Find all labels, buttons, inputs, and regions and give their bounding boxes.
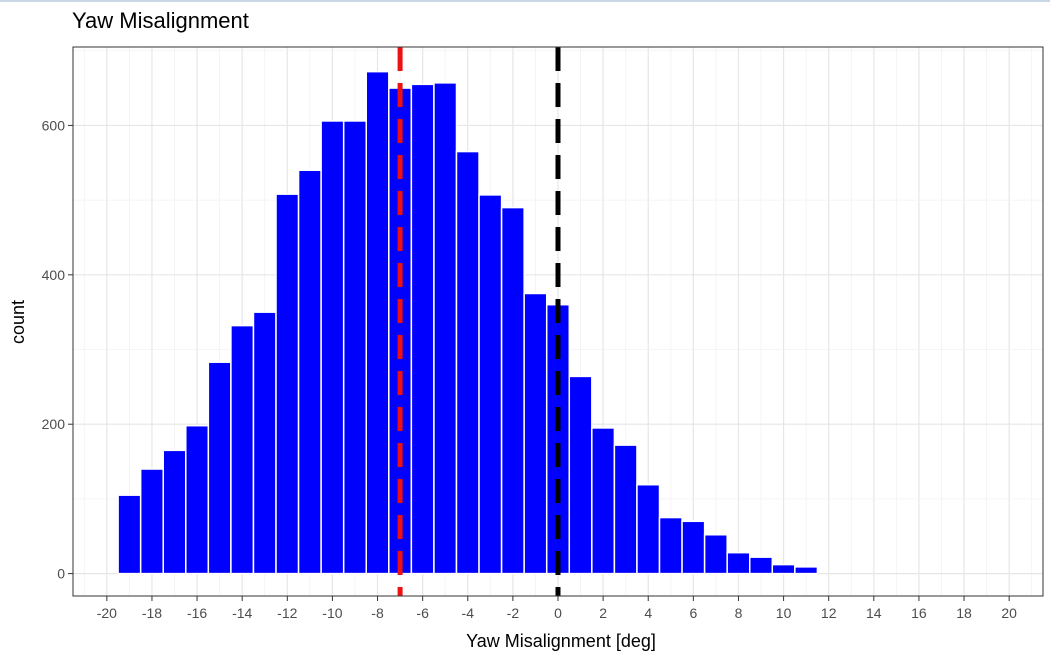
- histogram-bar: [117, 494, 142, 575]
- x-tick-label: 16: [911, 605, 927, 621]
- x-tick-label: 2: [599, 605, 607, 621]
- histogram-bar: [523, 292, 548, 575]
- histogram-bar: [771, 563, 796, 575]
- histogram-bar: [162, 449, 187, 575]
- x-tick-label: -16: [187, 605, 207, 621]
- x-tick-label: 6: [689, 605, 697, 621]
- histogram-bar: [455, 150, 480, 575]
- x-tick-label: 0: [554, 605, 562, 621]
- x-tick-label: 14: [866, 605, 882, 621]
- x-tick-label: 18: [956, 605, 972, 621]
- histogram-bar: [275, 193, 300, 575]
- y-tick-label: 0: [57, 566, 65, 582]
- histogram-bar: [320, 120, 345, 575]
- histogram-bar: [726, 551, 751, 575]
- x-tick-label: -20: [97, 605, 117, 621]
- histogram-bar: [297, 169, 322, 575]
- x-tick-label: -6: [416, 605, 429, 621]
- x-tick-label: -10: [322, 605, 342, 621]
- chart-title: Yaw Misalignment: [72, 8, 249, 33]
- top-border: [0, 0, 1050, 2]
- histogram-bar: [568, 375, 593, 575]
- x-tick-label: 10: [776, 605, 792, 621]
- histogram-bar: [433, 82, 458, 575]
- x-axis-label: Yaw Misalignment [deg]: [466, 631, 656, 651]
- histogram-bar: [658, 516, 683, 575]
- y-tick-label: 400: [42, 267, 66, 283]
- histogram-bar: [365, 70, 390, 575]
- histogram-bar: [410, 83, 435, 575]
- histogram-bar: [252, 311, 277, 575]
- x-tick-label: -8: [371, 605, 384, 621]
- histogram-bar: [613, 444, 638, 575]
- axis-layer: -20 -18 -16 -14 -12 -10 -8 -6 -4 -2 0 2 4 6 8 10 12 14 16 1…: [42, 117, 1018, 621]
- histogram-bar: [185, 424, 210, 575]
- y-tick-label: 600: [42, 117, 66, 133]
- y-tick-label: 200: [42, 416, 66, 432]
- histogram-bar: [681, 520, 706, 575]
- histogram-bar: [703, 534, 728, 575]
- bar-layer: [117, 70, 819, 575]
- histogram-bar: [230, 324, 255, 575]
- x-tick-label: -14: [232, 605, 252, 621]
- histogram-bar: [794, 566, 819, 575]
- histogram-bar: [139, 468, 164, 575]
- x-tick-label: 20: [1001, 605, 1017, 621]
- x-tick-label: -2: [507, 605, 520, 621]
- x-tick-label: -4: [462, 605, 475, 621]
- x-tick-label: -18: [142, 605, 162, 621]
- histogram-bar: [500, 206, 525, 575]
- x-tick-label: 4: [644, 605, 652, 621]
- histogram-bar: [591, 427, 616, 575]
- histogram-bar: [478, 194, 503, 575]
- histogram-bar: [636, 483, 661, 575]
- x-tick-label: 12: [821, 605, 837, 621]
- histogram-bar: [342, 120, 368, 575]
- x-tick-label: -12: [277, 605, 297, 621]
- histogram-bar: [748, 556, 774, 575]
- y-axis-label: count: [8, 300, 28, 344]
- histogram-bar: [207, 361, 232, 575]
- x-tick-label: 8: [735, 605, 743, 621]
- reference-line-layer: [397, 47, 561, 596]
